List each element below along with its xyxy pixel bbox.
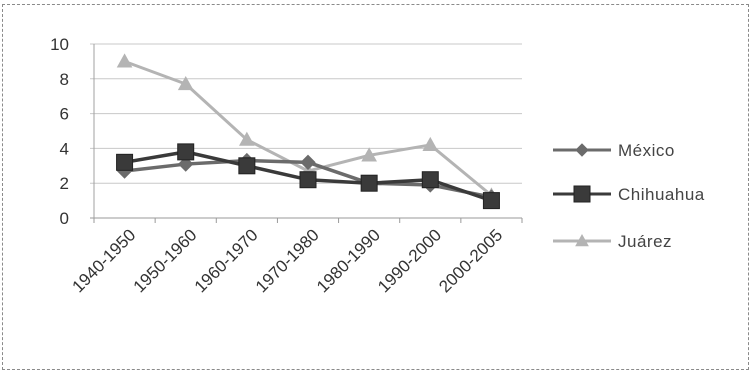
data-point-marker [422,136,439,152]
data-point-marker [421,171,439,189]
legend-label: México [618,141,675,160]
x-tick-label: 1940-1950 [68,225,139,296]
data-point-marker [361,147,377,162]
data-point-marker [177,75,194,91]
x-tick-label: 1960-1970 [191,225,262,296]
data-point-marker [575,233,589,247]
y-tick-label: 8 [60,70,69,89]
y-tick-label: 0 [60,209,69,228]
data-point-marker [573,185,591,203]
data-point-marker [575,143,589,157]
y-tick-label: 10 [50,35,69,54]
x-tick-label: 1990-2000 [374,225,445,296]
data-point-marker [239,131,255,146]
gridlines [90,43,522,219]
x-tick-label: 1980-1990 [313,225,384,296]
x-tick-label: 2000-2005 [435,225,506,296]
legend: México Chihuahua Juárez [553,141,705,251]
y-tick-label: 4 [60,139,69,158]
y-tick-label: 6 [60,105,69,124]
data-point-marker [300,154,316,171]
data-point-marker [178,156,194,172]
legend-label: Juárez [618,232,672,251]
data-point-marker [116,53,133,68]
data-point-marker [299,171,317,189]
data-point-marker [360,174,378,192]
x-axis-ticks: 1940-19501950-19601960-19701970-19801980… [68,218,523,296]
data-point-marker [116,153,134,171]
legend-label: Chihuahua [618,185,705,204]
x-tick-label: 1970-1980 [252,225,323,296]
series-lines [116,53,500,210]
data-point-marker [238,157,256,175]
y-tick-label: 2 [60,174,69,193]
data-point-marker [482,192,500,210]
x-tick-label: 1950-1960 [130,225,201,296]
data-point-marker [177,143,195,161]
y-axis-ticks: 0 2 4 6 8 10 [50,35,69,228]
